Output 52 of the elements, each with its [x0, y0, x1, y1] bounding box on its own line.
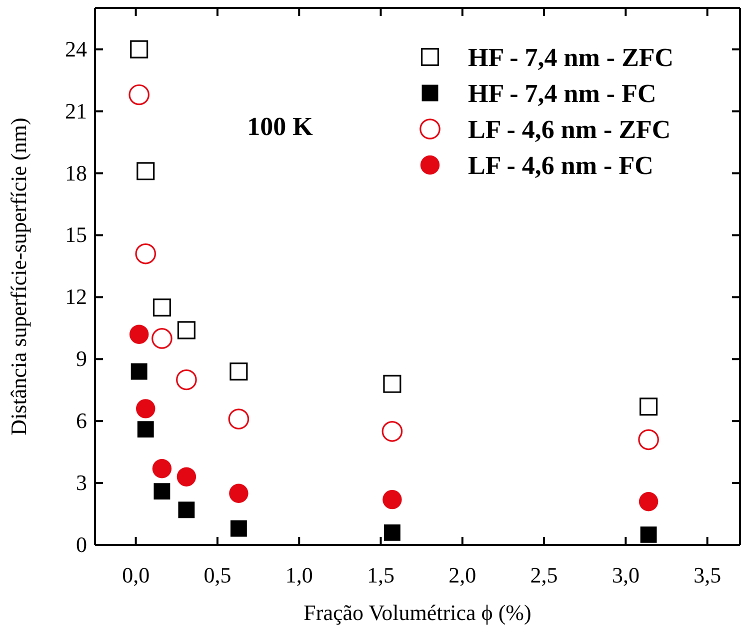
point	[230, 362, 248, 381]
point	[383, 374, 402, 393]
point	[178, 502, 195, 518]
point	[176, 369, 197, 390]
y-tick-label: 0	[76, 532, 87, 558]
y-tick-label: 15	[65, 222, 87, 248]
point	[129, 324, 149, 344]
point	[177, 321, 196, 340]
point	[136, 162, 155, 180]
point	[152, 298, 171, 316]
annotation: 100 K	[247, 112, 314, 141]
y-tick-label: 18	[65, 160, 87, 186]
legend-label: HF - 7,4 nm - ZFC	[468, 43, 674, 72]
legend-label: LF - 4,6 nm - ZFC	[468, 115, 671, 144]
point	[229, 484, 248, 503]
x-axis-title: Fração Volumétrica ϕ (%)	[304, 600, 532, 625]
x-tick-label: 2,0	[448, 562, 476, 588]
y-axis-title: Distância superfície-superfície (nm)	[6, 118, 31, 436]
point	[384, 524, 400, 541]
point	[228, 408, 250, 430]
x-tick-label: 1,0	[285, 562, 313, 588]
x-tick-label: 3,5	[694, 562, 722, 588]
point	[152, 328, 172, 349]
point	[176, 467, 196, 486]
point	[136, 399, 156, 418]
point	[128, 84, 150, 106]
point	[135, 243, 156, 264]
legend-label: LF - 4,6 nm - FC	[468, 151, 654, 180]
point	[382, 490, 402, 510]
x-tick-label: 1,5	[367, 562, 395, 588]
x-tick-label: 3,0	[612, 562, 640, 588]
point	[130, 363, 148, 380]
y-tick-label: 24	[65, 36, 87, 62]
y-tick-label: 12	[65, 284, 87, 310]
point	[137, 421, 154, 438]
legend-label: HF - 7,4 nm - FC	[468, 79, 656, 108]
point	[640, 526, 657, 543]
y-tick-label: 9	[76, 346, 87, 372]
y-tick-label: 6	[76, 408, 87, 434]
x-tick-label: 0,0	[122, 562, 150, 588]
x-tick-label: 0,5	[204, 562, 232, 588]
point	[230, 520, 247, 537]
y-tick-label: 21	[65, 98, 87, 124]
y-tick-label: 3	[76, 470, 87, 496]
point	[154, 483, 170, 500]
point	[638, 492, 658, 512]
point	[638, 429, 659, 450]
point	[640, 398, 658, 416]
x-tick-label: 2,5	[530, 562, 558, 588]
point	[152, 458, 172, 478]
point	[130, 40, 148, 58]
point	[382, 421, 403, 442]
